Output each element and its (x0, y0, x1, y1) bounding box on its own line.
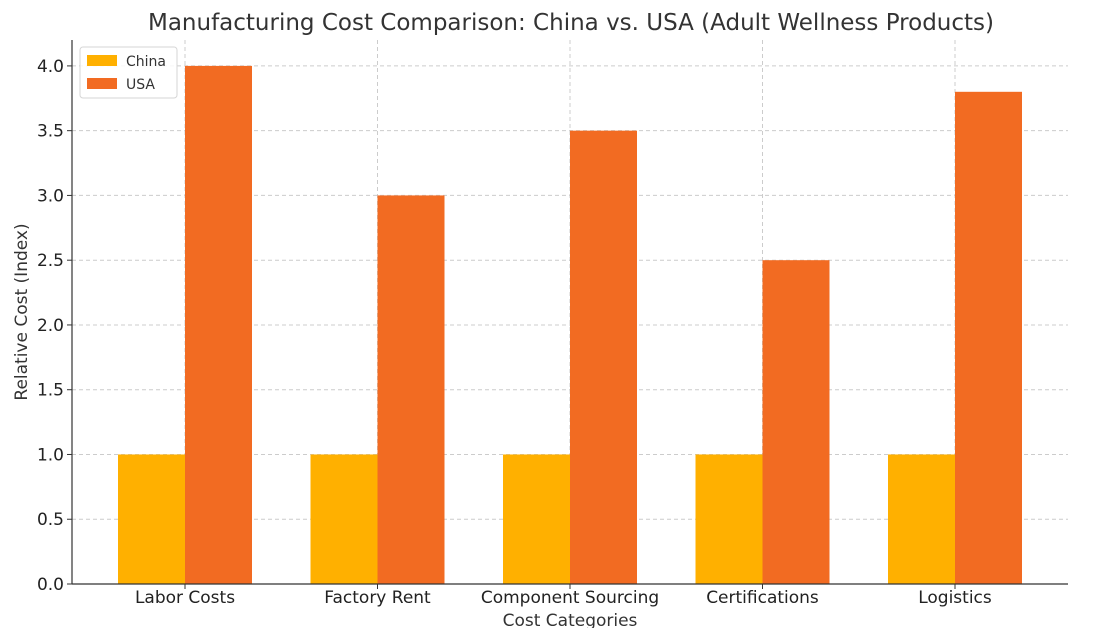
y-tick-labels: 0.0 0.5 1.0 1.5 2.0 2.5 3.0 3.5 4.0 (37, 57, 72, 595)
legend: China USA (79, 46, 178, 99)
bar-usa-3 (570, 130, 637, 584)
y-tick-label: 0.0 (37, 575, 64, 595)
y-axis-label: Relative Cost (Index) (12, 223, 32, 400)
legend-swatch-usa (87, 78, 117, 89)
y-tick-label: 2.5 (37, 251, 64, 271)
bar-china-2 (310, 454, 378, 584)
bar-china-3 (503, 454, 570, 584)
y-tick-label: 2.0 (37, 316, 64, 336)
y-tick-label: 3.0 (37, 186, 64, 206)
chart-title: Manufacturing Cost Comparison: China vs.… (148, 10, 994, 36)
bar-china-1 (118, 454, 185, 584)
y-tick-label: 3.5 (37, 122, 64, 142)
x-tick-label: Factory Rent (324, 588, 431, 608)
bar-usa-5 (955, 91, 1022, 585)
bar-usa-1 (185, 65, 252, 584)
y-tick-label: 1.0 (37, 445, 64, 465)
y-tick-label: 1.5 (37, 381, 64, 401)
legend-swatch-china (87, 55, 117, 66)
bar-china-4 (695, 454, 763, 584)
bar-usa-4 (762, 260, 830, 584)
x-tick-label: Labor Costs (135, 588, 235, 608)
y-tick-label: 0.5 (37, 510, 64, 530)
y-tick-label: 4.0 (37, 57, 64, 77)
x-tick-label: Certifications (706, 588, 819, 608)
x-tick-label: Logistics (918, 588, 992, 608)
x-tick-label: Component Sourcing (481, 588, 659, 608)
bar-china-5 (888, 454, 955, 584)
legend-label-usa: USA (126, 77, 155, 93)
x-axis-label: Cost Categories (503, 611, 638, 628)
bar-usa-2 (377, 195, 445, 584)
bars-group (118, 65, 1022, 585)
x-tick-labels: Labor Costs Factory Rent Component Sourcin… (135, 584, 992, 608)
legend-label-china: China (126, 54, 166, 70)
